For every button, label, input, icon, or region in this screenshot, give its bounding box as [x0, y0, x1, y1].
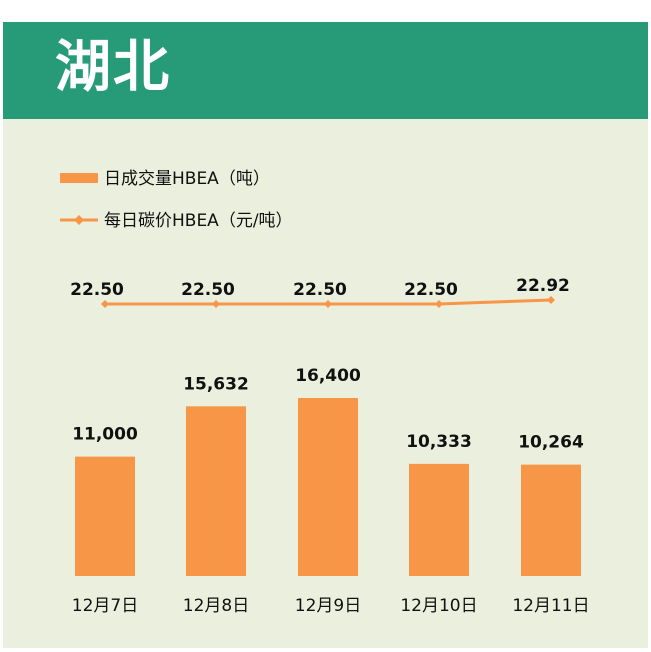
legend-line-marker: [74, 215, 84, 225]
legend-price-label: 每日碳价HBEA（元/吨）: [104, 211, 293, 231]
price-point: [101, 300, 109, 308]
price-line-layer: 22.50 22.50 22.50 22.50 22.92: [70, 276, 570, 308]
page-title: 湖北: [55, 35, 171, 100]
volume-value-label: 10,333: [406, 432, 472, 452]
price-value-label: 22.92: [516, 276, 570, 296]
category-label: 12月10日: [400, 596, 477, 616]
volume-bar: [409, 463, 469, 576]
volume-bar: [298, 398, 358, 576]
price-value-label: 22.50: [404, 280, 458, 300]
title-banner: 湖北: [3, 22, 648, 119]
category-label: 12月11日: [512, 596, 589, 616]
volume-value-label: 11,000: [72, 425, 138, 445]
category-label: 12月8日: [183, 596, 249, 616]
volume-value-label: 15,632: [183, 374, 249, 394]
volume-value-label: 10,264: [518, 433, 584, 453]
category-axis: 12月7日 12月8日 12月9日 12月10日 12月11日: [72, 596, 590, 616]
volume-bar: [521, 464, 581, 576]
legend: 日成交量HBEA（吨） 每日碳价HBEA（元/吨）: [60, 169, 293, 231]
price-value-label: 22.50: [70, 280, 124, 300]
price-point: [547, 296, 555, 304]
volume-value-label: 16,400: [295, 366, 361, 386]
price-point: [435, 300, 443, 308]
price-value-label: 22.50: [293, 280, 347, 300]
volume-bar: [75, 456, 135, 576]
price-point: [324, 300, 332, 308]
price-point: [212, 300, 220, 308]
volume-bar-layer: 11,000 15,632 16,400 10,333 10,264: [72, 366, 584, 576]
price-value-label: 22.50: [181, 280, 235, 300]
legend-bar-swatch: [60, 173, 98, 183]
volume-bar: [186, 406, 246, 576]
category-label: 12月7日: [72, 596, 138, 616]
category-label: 12月9日: [295, 596, 361, 616]
legend-volume-label: 日成交量HBEA（吨）: [104, 169, 270, 189]
